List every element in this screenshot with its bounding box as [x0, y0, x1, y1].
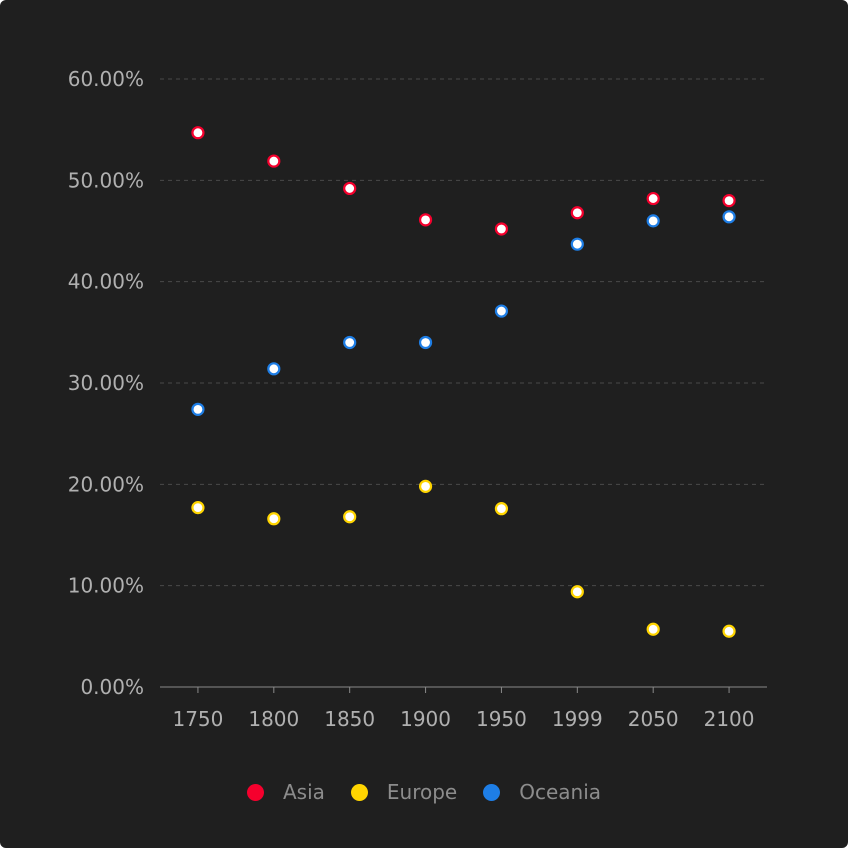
y-tick-label: 20.00%	[68, 472, 144, 496]
data-point-asia[interactable]	[722, 194, 736, 208]
data-point-asia[interactable]	[343, 181, 357, 196]
data-point-europe[interactable]	[722, 624, 736, 638]
data-point-europe[interactable]	[494, 502, 509, 516]
series-asia	[191, 126, 736, 236]
x-tick-label: 1999	[552, 707, 603, 731]
x-tick-label: 1850	[324, 707, 375, 731]
y-tick-label: 50.00%	[68, 168, 144, 192]
legend-item-oceania[interactable]: Oceania	[483, 780, 601, 804]
data-point-oceania[interactable]	[722, 210, 736, 224]
y-tick-label: 40.00%	[68, 270, 144, 294]
points-layer	[191, 126, 736, 638]
data-point-oceania[interactable]	[494, 304, 509, 318]
data-point-asia[interactable]	[191, 126, 205, 140]
x-tick-label: 1800	[248, 707, 299, 731]
legend-item-europe[interactable]: Europe	[350, 780, 458, 804]
data-point-oceania[interactable]	[267, 362, 281, 376]
data-point-oceania[interactable]	[343, 335, 357, 350]
axis-layer: 0.00% 10.00% 20.00% 30.00% 40.00% 50.00% 60.00…	[68, 67, 767, 731]
y-tick-label: 0.00%	[80, 675, 144, 699]
legend-swatch	[350, 783, 368, 801]
data-point-europe[interactable]	[267, 512, 281, 526]
legend-label: Oceania	[519, 780, 602, 804]
legend-swatch	[246, 783, 264, 801]
series-oceania	[191, 210, 736, 416]
data-point-europe[interactable]	[646, 622, 660, 636]
grid-layer	[160, 78, 767, 587]
legend-label: Asia	[282, 780, 325, 804]
y-tick-label: 10.00%	[68, 574, 144, 598]
data-point-oceania[interactable]	[646, 214, 660, 228]
y-tick-label: 60.00%	[68, 67, 144, 91]
legend-label: Europe	[386, 780, 458, 804]
data-point-asia[interactable]	[418, 213, 433, 227]
data-point-europe[interactable]	[418, 479, 433, 493]
data-point-oceania[interactable]	[418, 335, 433, 350]
data-point-asia[interactable]	[267, 154, 281, 168]
data-point-oceania[interactable]	[191, 402, 205, 416]
x-tick-label: 1750	[172, 707, 223, 731]
data-point-oceania[interactable]	[570, 237, 584, 251]
x-tick-label: 2100	[704, 707, 755, 731]
legend-swatch	[483, 783, 501, 801]
y-tick-label: 30.00%	[68, 371, 144, 395]
x-tick-label: 2050	[628, 707, 679, 731]
legend-item-asia[interactable]: Asia	[246, 780, 325, 804]
data-point-europe[interactable]	[191, 501, 205, 515]
x-tick-label: 1950	[476, 707, 527, 731]
x-tick-label: 1900	[400, 707, 451, 731]
data-point-asia[interactable]	[494, 222, 509, 236]
series-europe	[191, 479, 736, 638]
legend: Asia Europe Oceania	[0, 776, 848, 808]
data-point-europe[interactable]	[343, 510, 357, 524]
data-point-asia[interactable]	[646, 191, 660, 206]
data-point-asia[interactable]	[570, 206, 584, 220]
data-point-europe[interactable]	[570, 585, 584, 599]
